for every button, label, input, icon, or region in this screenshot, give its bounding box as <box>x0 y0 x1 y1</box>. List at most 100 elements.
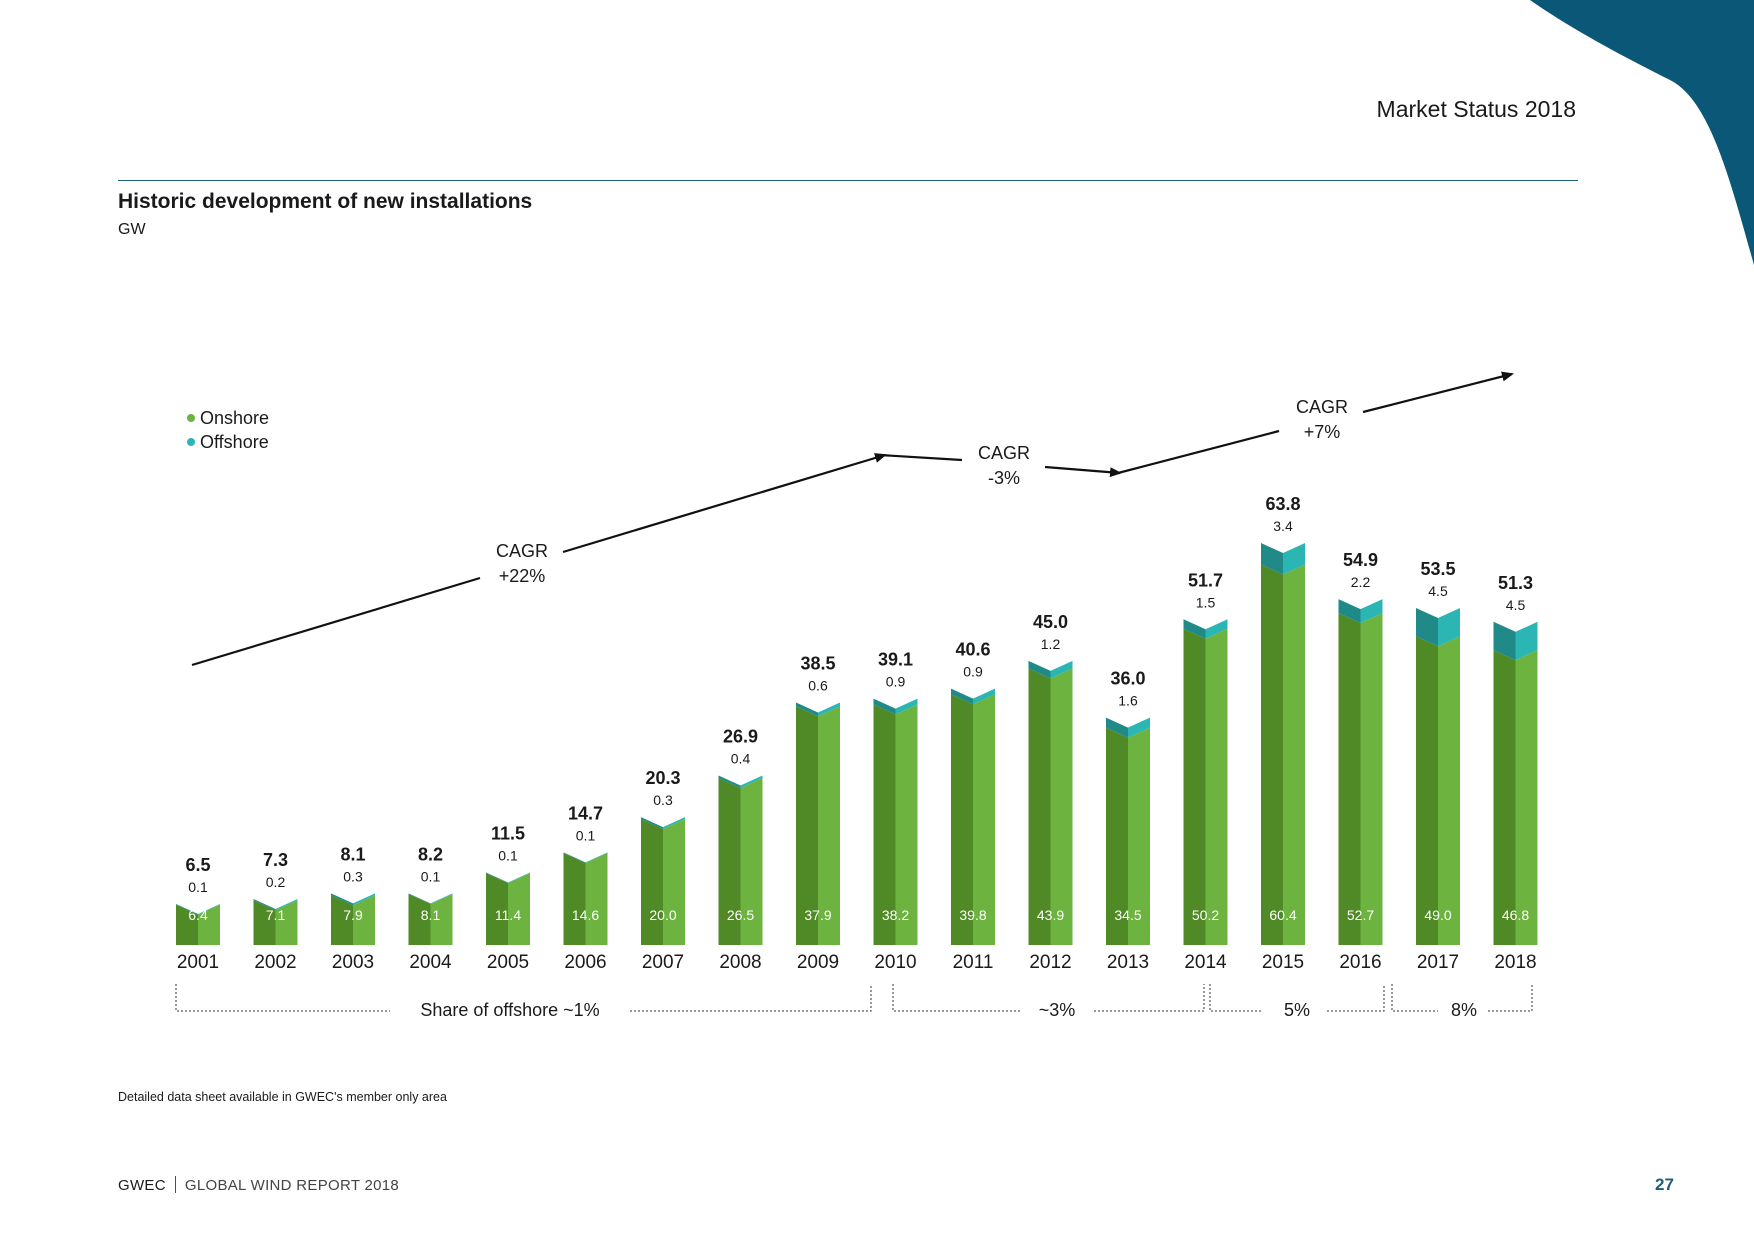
bar-offshore-right-2001 <box>198 904 220 915</box>
bar-2014 <box>1183 619 1228 945</box>
total-value-2003: 8.1 <box>340 844 365 864</box>
header-rule <box>118 180 1578 181</box>
offshore-value-2010: 0.9 <box>886 674 906 690</box>
bar-offshore-left-2007 <box>641 817 663 829</box>
bar-offshore-right-2012 <box>1050 660 1073 679</box>
bar-offshore-left-2004 <box>408 893 431 904</box>
total-value-2010: 39.1 <box>878 650 913 670</box>
bar-2011 <box>951 688 995 945</box>
footer: GWEC GLOBAL WIND REPORT 2018 <box>118 1176 399 1194</box>
bar-2003 <box>331 893 375 945</box>
bar-offshore-right-2003 <box>353 893 375 906</box>
share-label-3: 5% <box>1284 1000 1310 1020</box>
bar-onshore-left-2015 <box>1261 564 1283 945</box>
section-title: Market Status 2018 <box>1376 96 1576 122</box>
bar-onshore-right-2013 <box>1128 727 1150 945</box>
onshore-value-2006: 14.6 <box>572 907 599 923</box>
cagr-arrows <box>191 371 1514 667</box>
bar-onshore-right-2011 <box>973 694 995 945</box>
year-label-2003: 2003 <box>332 952 374 973</box>
bar-offshore-left-2014 <box>1183 619 1206 639</box>
legend-label-offshore: Offshore <box>200 432 269 452</box>
bar-offshore-right-2016 <box>1360 599 1383 623</box>
share-label-2: ~3% <box>1039 1000 1076 1020</box>
bar-offshore-left-2016 <box>1338 599 1361 623</box>
bar-2006 <box>563 852 608 945</box>
bar-offshore-right-2011 <box>973 688 995 705</box>
onshore-value-2009: 37.9 <box>804 907 831 923</box>
offshore-value-2017: 4.5 <box>1428 583 1448 599</box>
total-value-2015: 63.8 <box>1265 494 1300 514</box>
cagr-value-1: +22% <box>499 566 546 586</box>
total-value-2016: 54.9 <box>1343 550 1378 570</box>
bar-offshore-right-2004 <box>430 893 453 904</box>
onshore-value-2010: 38.2 <box>882 907 909 923</box>
legend-item-onshore: Onshore <box>187 406 269 430</box>
bar-onshore-left-2009 <box>796 706 818 945</box>
offshore-value-2013: 1.6 <box>1118 693 1138 709</box>
footnote: Detailed data sheet available in GWEC's … <box>118 1090 447 1104</box>
bar-onshore-left-2003 <box>331 895 353 945</box>
bar-onshore-left-2005 <box>486 873 508 945</box>
offshore-value-2018: 4.5 <box>1506 597 1526 613</box>
total-value-2004: 8.2 <box>418 844 443 864</box>
onshore-value-2014: 50.2 <box>1192 907 1219 923</box>
total-value-2001: 6.5 <box>185 855 210 875</box>
bar-onshore-right-2002 <box>275 900 298 945</box>
cagr-label-1: CAGR <box>496 541 548 561</box>
offshore-value-2003: 0.3 <box>343 868 363 884</box>
onshore-value-2002: 7.1 <box>266 907 286 923</box>
legend-item-offshore: Offshore <box>187 430 269 454</box>
bar-2013 <box>1106 717 1150 945</box>
offshore-value-2002: 0.2 <box>266 874 286 890</box>
bar-2012 <box>1028 660 1073 945</box>
cagr-arrow-3b <box>1362 371 1514 414</box>
bar-offshore-right-2014 <box>1205 619 1228 639</box>
total-value-2017: 53.5 <box>1420 559 1455 579</box>
year-label-2014: 2014 <box>1184 952 1227 973</box>
bar-onshore-left-2010 <box>873 704 896 945</box>
year-label-2018: 2018 <box>1494 952 1536 973</box>
bar-onshore-left-2011 <box>951 694 973 945</box>
total-value-2005: 11.5 <box>491 824 525 844</box>
bar-onshore-left-2013 <box>1106 727 1128 945</box>
onshore-value-2007: 20.0 <box>649 907 676 923</box>
cagr-labels: CAGR +22% CAGR -3% CAGR +7% <box>496 397 1348 586</box>
bar-onshore-right-2014 <box>1205 628 1228 945</box>
bar-2009 <box>796 702 840 945</box>
bar-offshore-right-2007 <box>663 817 685 829</box>
year-label-2005: 2005 <box>487 952 529 973</box>
bar-2010 <box>873 698 918 945</box>
bar-onshore-right-2005 <box>508 873 530 945</box>
onshore-value-2003: 7.9 <box>343 907 363 923</box>
offshore-value-2014: 1.5 <box>1196 594 1216 610</box>
onshore-value-2016: 52.7 <box>1347 907 1374 923</box>
bar-offshore-left-2002 <box>253 899 276 911</box>
cagr-arrow-1a <box>191 576 481 667</box>
footer-brand: GWEC <box>118 1177 166 1194</box>
year-label-2001: 2001 <box>177 952 219 973</box>
onshore-value-2013: 34.5 <box>1114 907 1141 923</box>
bar-offshore-right-2018 <box>1515 621 1538 661</box>
year-label-2013: 2013 <box>1107 952 1149 973</box>
bar-onshore-right-2001 <box>198 904 220 945</box>
offshore-value-2015: 3.4 <box>1273 518 1293 534</box>
bar-offshore-right-2017 <box>1438 607 1460 647</box>
chart-title: Historic development of new installation… <box>118 190 533 213</box>
share-bracket-2 <box>892 984 1205 1012</box>
bar-offshore-left-2010 <box>873 698 896 715</box>
year-label-2010: 2010 <box>874 952 916 973</box>
onshore-value-2008: 26.5 <box>727 907 754 923</box>
footer-separator <box>174 1176 176 1193</box>
bar-2008 <box>718 775 763 945</box>
bar-offshore-right-2006 <box>585 852 608 864</box>
bar-onshore-left-2016 <box>1338 612 1361 945</box>
offshore-value-2012: 1.2 <box>1041 636 1061 652</box>
offshore-value-2006: 0.1 <box>576 827 596 843</box>
year-label-2011: 2011 <box>953 952 994 973</box>
bar-offshore-right-2005 <box>508 872 530 884</box>
total-value-2008: 26.9 <box>723 727 758 747</box>
onshore-value-2017: 49.0 <box>1424 907 1451 923</box>
share-label-1: Share of offshore ~1% <box>420 1000 599 1020</box>
bar-2007 <box>641 817 685 945</box>
